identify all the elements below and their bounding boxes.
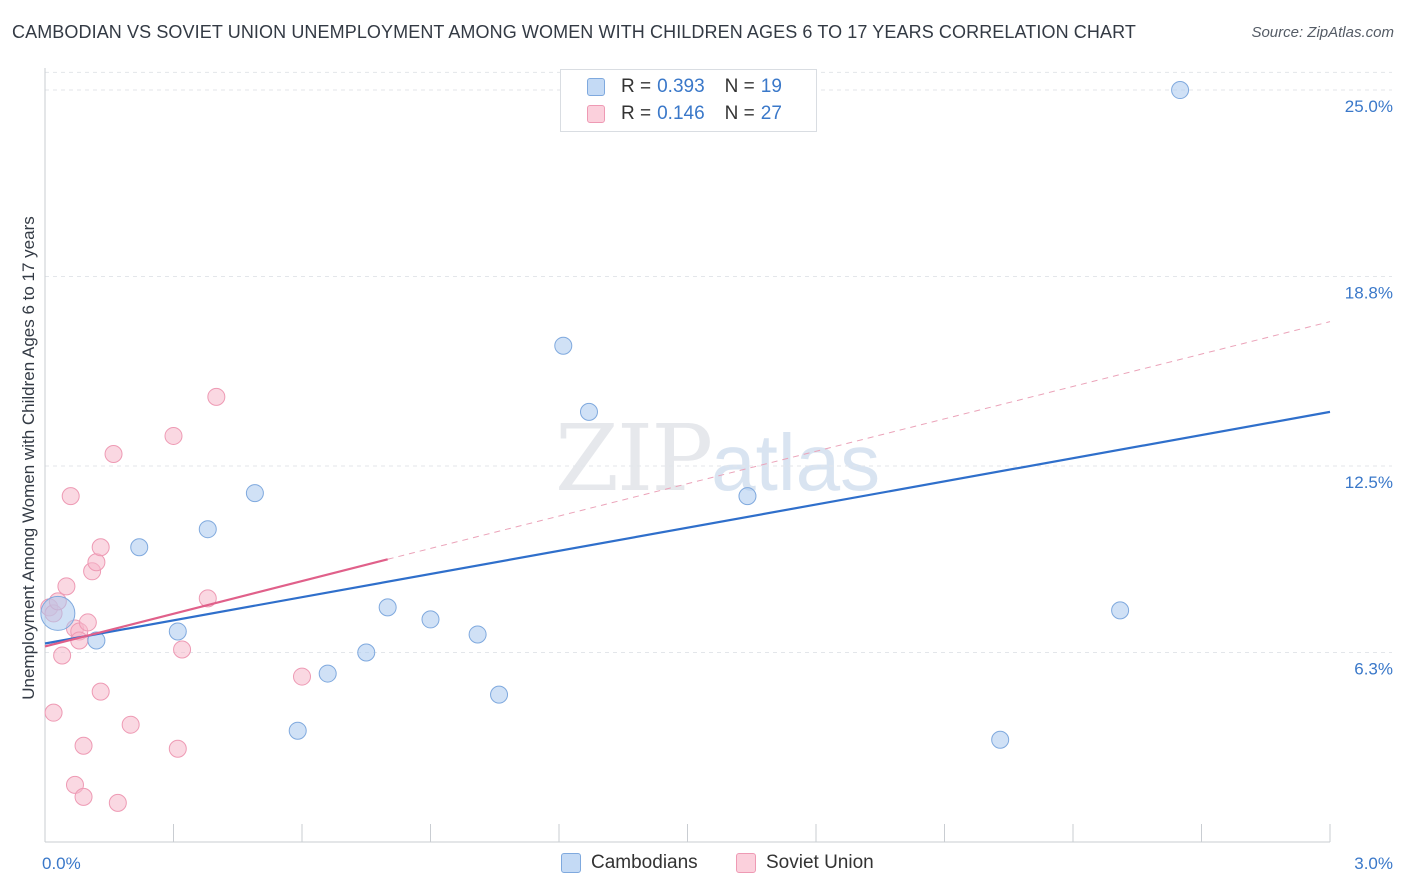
soviet-point [87, 553, 106, 572]
cambodians-point [468, 625, 487, 644]
soviet-point [108, 793, 127, 812]
soviet-point [198, 589, 217, 608]
cambodians-point [318, 664, 337, 683]
cambodians-legend-label: Cambodians [591, 852, 698, 873]
watermark-zip: ZIP [555, 405, 713, 512]
soviet-point [74, 736, 93, 755]
x-tick-label: 3.0% [1354, 854, 1393, 873]
soviet-point [91, 682, 110, 701]
source-label: Source: ZipAtlas.com [1251, 24, 1394, 41]
cambodians-point [87, 631, 106, 650]
cambodians-point [991, 730, 1010, 749]
y-tick-label: 25.0% [1345, 97, 1393, 116]
cambodians-point [378, 598, 397, 617]
soviet-point [74, 787, 93, 806]
soviet-point [164, 426, 183, 445]
cambodians-point [554, 336, 573, 355]
x-tick-label: 0.0% [42, 854, 81, 873]
n-label: N = [724, 103, 755, 124]
soviet-point [78, 613, 97, 632]
bottom-legend-soviet: Soviet Union [736, 852, 874, 874]
cambodians-n-value: 19 [760, 76, 782, 97]
cambodians-point [357, 643, 376, 662]
soviet-trend-extension [387, 321, 1331, 560]
soviet-point [70, 631, 89, 650]
y-tick-label: 18.8% [1345, 284, 1393, 303]
soviet-point [121, 715, 140, 734]
cambodians-r-value: 0.393 [657, 76, 705, 97]
n-label: N = [724, 76, 755, 97]
legend-row-soviet: R = 0.146 N = 27 [587, 102, 782, 126]
cambodians-point [490, 685, 509, 704]
legend-row-cambodians: R = 0.393 N = 19 [587, 75, 782, 99]
soviet-point [207, 387, 226, 406]
cambodians-point [245, 484, 264, 503]
soviet-n-value: 27 [760, 103, 782, 124]
soviet-r-value: 0.146 [657, 103, 705, 124]
soviet-point [168, 739, 187, 758]
soviet-point [91, 538, 110, 557]
cambodians-point [1111, 601, 1130, 620]
watermark-atlas: atlas [711, 418, 881, 507]
cambodians-point [40, 595, 76, 631]
soviet-point [57, 577, 76, 596]
cambodians-point [130, 538, 149, 557]
soviet-legend-label: Soviet Union [766, 852, 874, 873]
watermark: ZIPatlas [555, 405, 880, 512]
stats-legend: R = 0.393 N = 19 R = 0.146 N = 27 [560, 69, 817, 132]
cambodians-point [1171, 81, 1190, 100]
soviet-point [44, 703, 63, 722]
soviet-point [104, 444, 123, 463]
cambodians-point [288, 721, 307, 740]
chart-title: CAMBODIAN VS SOVIET UNION UNEMPLOYMENT A… [12, 22, 1136, 42]
soviet-point [173, 640, 192, 659]
cambodians-point [198, 520, 217, 539]
r-label: R = [621, 103, 652, 124]
cambodians-point [738, 487, 757, 506]
soviet-legend-swatch [736, 853, 756, 873]
soviet-swatch [587, 105, 605, 123]
cambodians-swatch [587, 78, 605, 96]
cambodians-point [579, 402, 598, 421]
cambodians-point [168, 622, 187, 641]
bottom-legend-cambodians: Cambodians [561, 852, 698, 874]
soviet-point [293, 667, 311, 686]
y-tick-label: 6.3% [1354, 660, 1393, 679]
cambodians-legend-swatch [561, 853, 581, 873]
y-tick-label: 12.5% [1345, 473, 1393, 492]
cambodians-point [421, 610, 440, 629]
soviet-point [53, 646, 72, 665]
y-axis-label: Unemployment Among Women with Children A… [19, 216, 38, 700]
cambodians-trend-line [44, 410, 1331, 645]
soviet-trend-line [44, 558, 388, 648]
soviet-point [61, 487, 80, 506]
r-label: R = [621, 76, 652, 97]
